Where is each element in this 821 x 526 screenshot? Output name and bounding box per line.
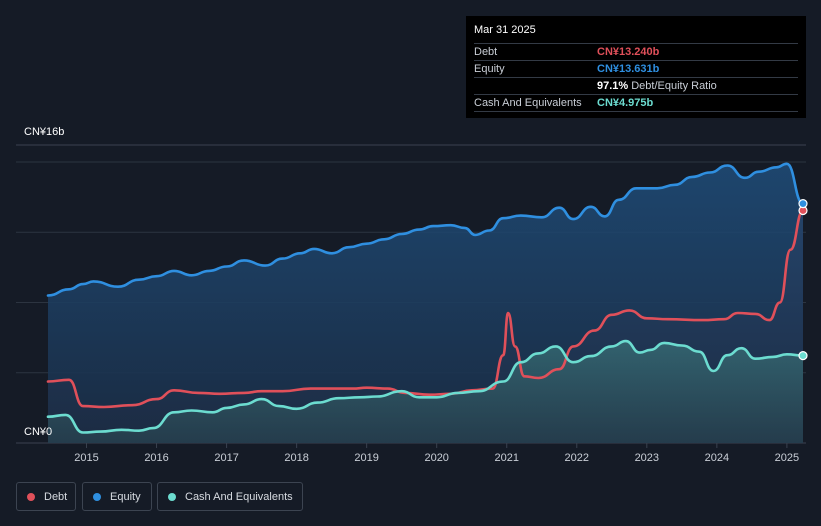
tooltip-row-debt: Debt CN¥13.240b [474,43,798,60]
series-areas [48,163,803,444]
x-tick-label: 2018 [284,452,308,464]
legend-debt-swatch [27,492,35,501]
x-tick-label: 2019 [354,452,378,464]
tooltip: Mar 31 2025 Debt CN¥13.240b Equity CN¥13… [466,16,806,118]
legend-equity-label: Equity [110,490,141,503]
tooltip-debt-label: Debt [474,46,498,58]
legend-cash-swatch [168,492,176,501]
tooltip-row-ratio: 97.1% Debt/Equity Ratio [474,77,798,94]
cash-and-equivalents-area [48,341,803,443]
tooltip-date: Mar 31 2025 [474,24,536,36]
x-tick-label: 2021 [495,452,519,464]
x-tick-label: 2025 [775,452,799,464]
equity-end-marker [798,199,808,209]
x-tick-label: 2023 [635,452,659,464]
tooltip-row-cash: Cash And Equivalents CN¥4.975b [474,94,798,112]
legend-equity-swatch [93,492,101,501]
tooltip-equity-label: Equity [474,63,505,75]
tooltip-row-equity: Equity CN¥13.631b [474,60,798,77]
series-lines [46,162,805,434]
legend-cash-label: Cash And Equivalents [185,490,293,503]
cash-and-equivalents-end-marker [798,351,808,361]
tooltip-debt-value: CN¥13.240b [597,46,660,58]
x-tick-label: 2016 [144,452,168,464]
tooltip-cash-value: CN¥4.975b [597,97,654,109]
tooltip-cash-label: Cash And Equivalents [474,97,582,109]
y-bottom-label: CN¥0 [24,426,52,438]
tooltip-equity-value: CN¥13.631b [597,63,660,75]
tooltip-ratio-caption: Debt/Equity Ratio [631,80,717,92]
x-axis-ticks: 2015 2016 2017 2018 2019 2020 2021 2022 2023 2024… [74,443,799,464]
cash-and-equivalents-line [46,339,805,434]
y-top-label: CN¥16b [24,126,64,138]
legend-debt[interactable]: Debt [16,482,76,511]
x-tick-label: 2020 [424,452,448,464]
equity-line [46,162,805,297]
x-tick-label: 2015 [74,452,98,464]
end-markers [798,199,808,361]
x-tick-label: 2024 [705,452,729,464]
x-tick-label: 2022 [565,452,589,464]
debt-line [46,209,805,409]
legend-equity[interactable]: Equity [82,482,152,511]
legend-debt-label: Debt [44,490,68,503]
x-tick-label: 2017 [214,452,238,464]
tooltip-ratio-value: 97.1% [597,80,629,92]
legend-cash[interactable]: Cash And Equivalents [157,482,303,511]
